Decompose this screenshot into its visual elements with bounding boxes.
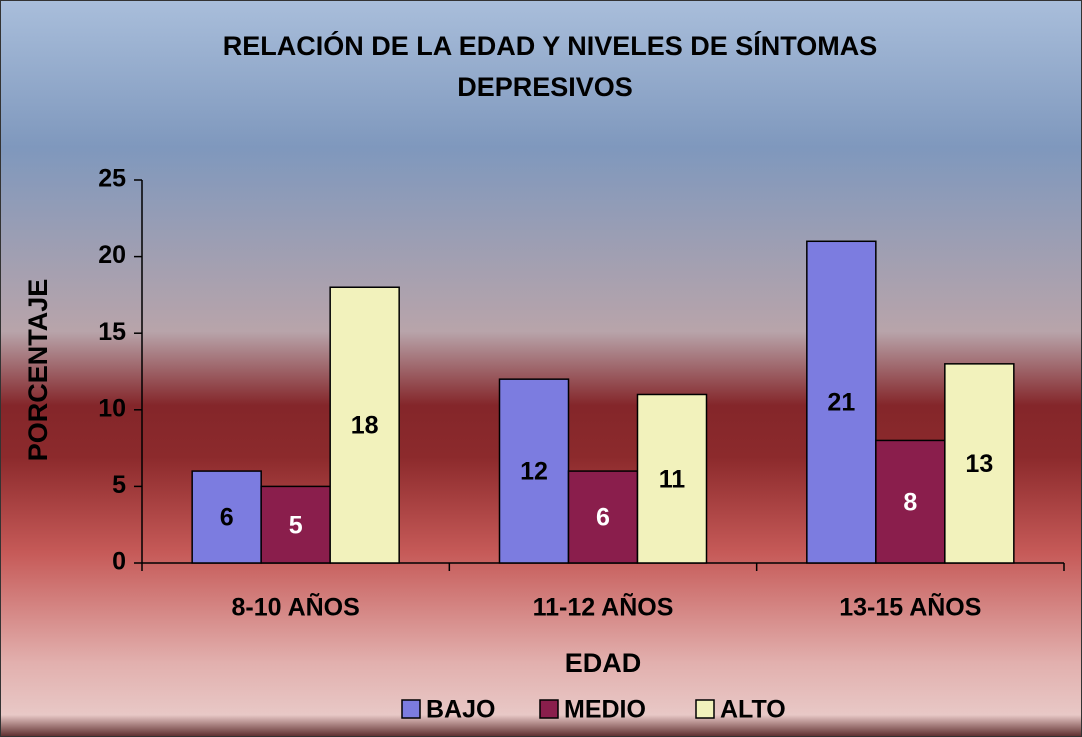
data-label: 11 — [659, 465, 686, 493]
bar — [498, 378, 570, 564]
data-label: 5 — [289, 511, 303, 539]
bar — [191, 470, 262, 564]
legend-swatch — [401, 699, 421, 719]
data-label: 8 — [903, 488, 917, 516]
legend-label: ALTO — [720, 696, 786, 724]
legend-label: MEDIO — [564, 696, 646, 724]
chart-title: RELACIÓN DE LA EDAD Y NIVELES DE SÍNTOMA… — [223, 30, 878, 61]
data-label: 6 — [220, 504, 234, 532]
data-label: 12 — [520, 458, 548, 486]
x-tick-label: 11-12 AÑOS — [533, 592, 674, 622]
legend-label: BAJO — [426, 696, 495, 724]
y-tick-label: 0 — [112, 548, 126, 576]
legend-swatch — [695, 699, 715, 719]
bar — [944, 363, 1015, 564]
data-label: 18 — [351, 412, 379, 440]
y-axis-label: PORCENTAJE — [23, 279, 53, 462]
y-tick-label: 25 — [98, 165, 126, 193]
y-tick-label: 15 — [98, 318, 126, 346]
x-axis-label: EDAD — [565, 648, 642, 678]
bar — [806, 240, 877, 564]
data-label: 6 — [596, 504, 610, 532]
y-tick-label: 10 — [98, 394, 126, 422]
data-label: 13 — [965, 450, 993, 478]
bar — [329, 286, 400, 564]
legend-swatch — [539, 699, 559, 719]
data-label: 21 — [827, 389, 855, 417]
x-tick-label: 13-15 AÑOS — [839, 592, 981, 622]
y-tick-label: 5 — [112, 471, 126, 499]
x-tick-label: 8-10 AÑOS — [232, 592, 360, 622]
bar — [636, 393, 708, 564]
bar — [260, 485, 331, 564]
chart-title: DEPRESIVOS — [457, 72, 633, 102]
bar — [567, 470, 639, 564]
y-tick-label: 20 — [98, 241, 126, 269]
